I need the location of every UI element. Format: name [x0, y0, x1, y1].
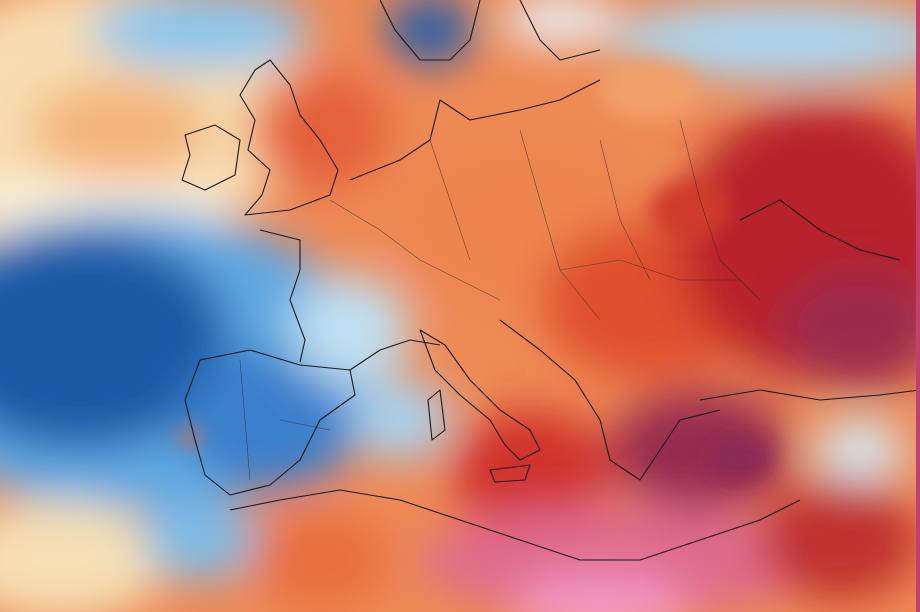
field-patch — [600, 60, 700, 120]
field-patch — [0, 500, 170, 612]
field-patch — [420, 505, 820, 612]
north-sea-coast — [349, 79, 601, 181]
ireland — [181, 124, 241, 191]
adriatic-balkan-coast — [499, 319, 721, 481]
field-patch — [510, 575, 690, 612]
field-patch — [140, 500, 260, 580]
anomaly-detail — [180, 60, 770, 482]
north-africa-coast — [229, 489, 801, 561]
iberia — [184, 349, 356, 496]
edge-strip — [916, 0, 920, 612]
scandinavia — [379, 0, 601, 61]
field-patch — [250, 70, 390, 190]
field-patch — [610, 0, 920, 80]
great-britain — [239, 59, 339, 216]
black-sea-coast — [739, 199, 901, 261]
anatolia-coast — [699, 389, 920, 401]
field-patch — [385, 0, 475, 65]
field-patch — [350, 380, 450, 460]
field-patch — [250, 510, 390, 610]
sardinia-corsica — [427, 389, 446, 441]
coastlines — [181, 0, 920, 561]
sicily — [489, 464, 531, 483]
field-patch — [780, 270, 920, 390]
field-patch — [0, 230, 230, 450]
field-patch — [650, 180, 730, 240]
field-patch — [30, 80, 210, 180]
field-patch — [500, 0, 620, 45]
field-patch — [815, 420, 905, 480]
field-patch — [760, 480, 920, 600]
field-patch — [450, 410, 610, 530]
field-patch — [710, 438, 770, 482]
field-patch — [290, 275, 410, 385]
italy — [419, 329, 541, 461]
field-patch — [180, 429, 200, 445]
country-borders — [239, 119, 761, 481]
borders — [239, 119, 761, 481]
field-patch — [90, 0, 310, 70]
field-patch — [180, 350, 360, 490]
